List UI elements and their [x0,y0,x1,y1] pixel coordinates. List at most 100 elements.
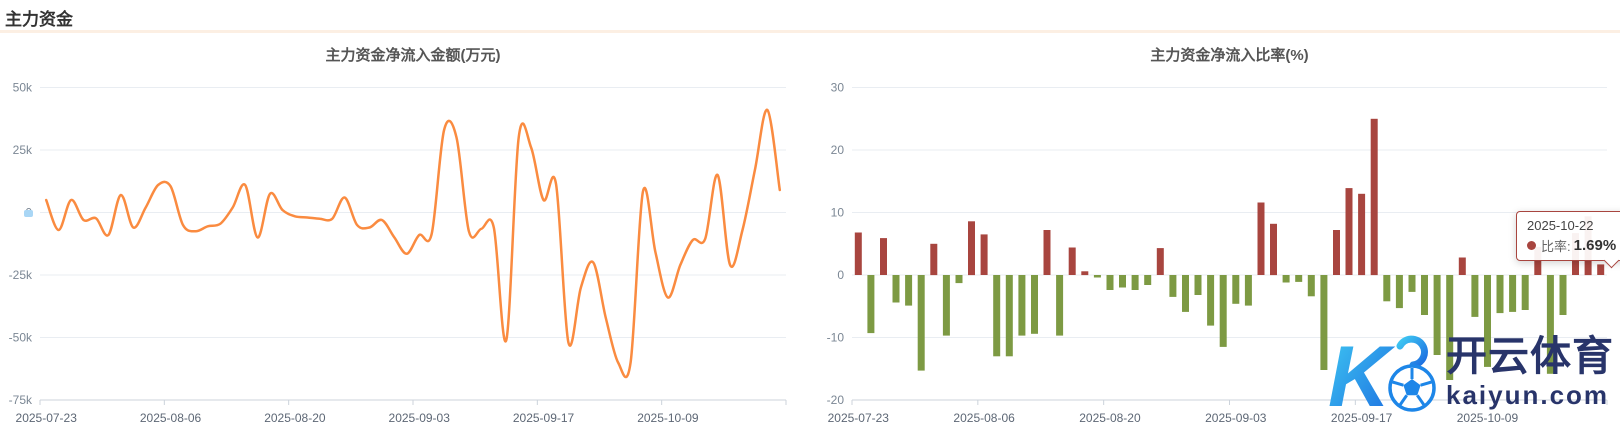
bar[interactable] [1219,275,1227,347]
bar[interactable] [1068,247,1076,276]
bar[interactable] [1408,275,1416,292]
section-divider [0,30,1620,33]
bar[interactable] [955,275,963,284]
bar[interactable] [1370,118,1378,276]
bar[interactable] [1257,202,1265,276]
bar[interactable] [1194,275,1202,295]
y-tick-label: -20 [827,393,845,407]
x-tick-label: 2025-08-06 [953,411,1015,425]
watermark-text: 开云体育 kaiyun.com [1446,336,1614,411]
right-bar-chart[interactable]: 30 20 10 0 -10 -20 2025-07-23 2025-08-06 2025-08… [827,81,1608,426]
bar[interactable] [1521,275,1529,310]
watermark-link[interactable]: K 开云体育 kaiyun.com [1328,330,1614,416]
bar[interactable] [1156,248,1164,275]
bar[interactable] [892,275,900,303]
bar[interactable] [1509,275,1517,312]
bar[interactable] [1383,275,1391,302]
bar[interactable] [1320,275,1328,370]
bar[interactable] [917,275,925,371]
bar[interactable] [1131,275,1139,290]
bar[interactable] [1270,223,1277,276]
bar[interactable] [1018,275,1026,336]
bar[interactable] [1295,275,1303,282]
bar[interactable] [1484,275,1491,367]
bar[interactable] [1496,275,1504,314]
bar[interactable] [1093,275,1101,278]
bar[interactable] [1232,275,1240,304]
x-tick-label: 2025-08-20 [264,411,326,425]
tooltip-series-label: 比率: [1541,239,1571,254]
right-chart-title: 主力资金净流入比率(%) [1150,47,1309,64]
bar[interactable] [905,275,913,306]
bar[interactable] [1005,275,1013,357]
bar[interactable] [854,232,862,276]
left-line-chart[interactable]: 50k25k0-25k-50k-75k2025-07-232025-08-062… [9,81,787,426]
bar[interactable] [1559,275,1567,315]
x-tick-label: 2025-08-06 [140,411,202,425]
bar[interactable] [1446,275,1454,380]
bar[interactable] [1056,275,1064,336]
x-tick-label: 2025-07-23 [16,411,78,425]
bar[interactable] [1458,257,1466,276]
bar[interactable] [1546,275,1554,374]
bar[interactable] [1169,275,1177,297]
x-tick-label: 2025-07-23 [828,411,890,425]
watermark-brand: 开云体育 [1446,333,1614,379]
left-edge-blue-mark [24,210,33,217]
bar[interactable] [1043,230,1051,275]
bar[interactable] [1106,275,1114,290]
tooltip-value: 1.69% [1573,237,1617,254]
bar[interactable] [1282,275,1290,283]
bar[interactable] [867,275,875,334]
tooltip-date: 2025-10-22 [1527,218,1594,233]
series-marker-dot-icon [1527,241,1536,250]
chart-tooltip: 2025-10-22 比率: 1.69% [1516,211,1620,269]
bar[interactable] [1031,275,1038,334]
x-tick-label: 2025-10-09 [1457,411,1519,425]
bar[interactable] [1345,188,1353,275]
y-tick-label: 30 [831,81,845,95]
bar[interactable] [1081,271,1089,276]
bar[interactable] [980,234,988,275]
bar[interactable] [1597,264,1605,275]
x-tick-label: 2025-09-17 [513,411,575,425]
y-tick-label: -75k [9,393,33,407]
y-tick-label: -25k [9,268,33,282]
line-series-path[interactable] [44,108,782,379]
y-tick-label: -50k [9,331,33,345]
bar[interactable] [1421,275,1428,315]
bar[interactable] [1182,275,1189,312]
x-tick-label: 2025-09-17 [1331,411,1393,425]
bar[interactable] [880,238,887,275]
svg-text:K: K [1328,330,1396,416]
x-tick-label: 2025-09-03 [389,411,451,425]
bar[interactable] [1144,275,1152,285]
watermark-domain: kaiyun.com [1446,380,1610,410]
x-tick-label: 2025-10-09 [637,411,699,425]
bar[interactable] [930,243,938,276]
bar[interactable] [1207,275,1215,326]
bar[interactable] [942,275,950,336]
x-tick-label: 2025-08-20 [1079,411,1141,425]
y-tick-label: 10 [831,206,845,220]
bar[interactable] [1333,230,1340,275]
x-tick-label: 2025-09-03 [1205,411,1267,425]
bar[interactable] [1358,193,1366,276]
y-tick-label: 50k [13,81,33,95]
bar[interactable] [1471,275,1479,317]
bar[interactable] [993,275,1001,357]
bar[interactable] [1395,275,1403,309]
y-tick-label: 25k [13,143,33,157]
y-tick-label: 0 [837,268,844,282]
bar[interactable] [1433,275,1441,355]
left-chart-title: 主力资金净流入金额(万元) [325,47,501,64]
page-title: 主力资金 [5,10,73,29]
bar[interactable] [1119,275,1126,288]
watermark-logo-icon: K [1328,330,1436,416]
y-tick-label: -10 [827,331,845,345]
bar[interactable] [1244,275,1252,306]
bar[interactable] [968,221,975,276]
bar[interactable] [1307,275,1315,297]
